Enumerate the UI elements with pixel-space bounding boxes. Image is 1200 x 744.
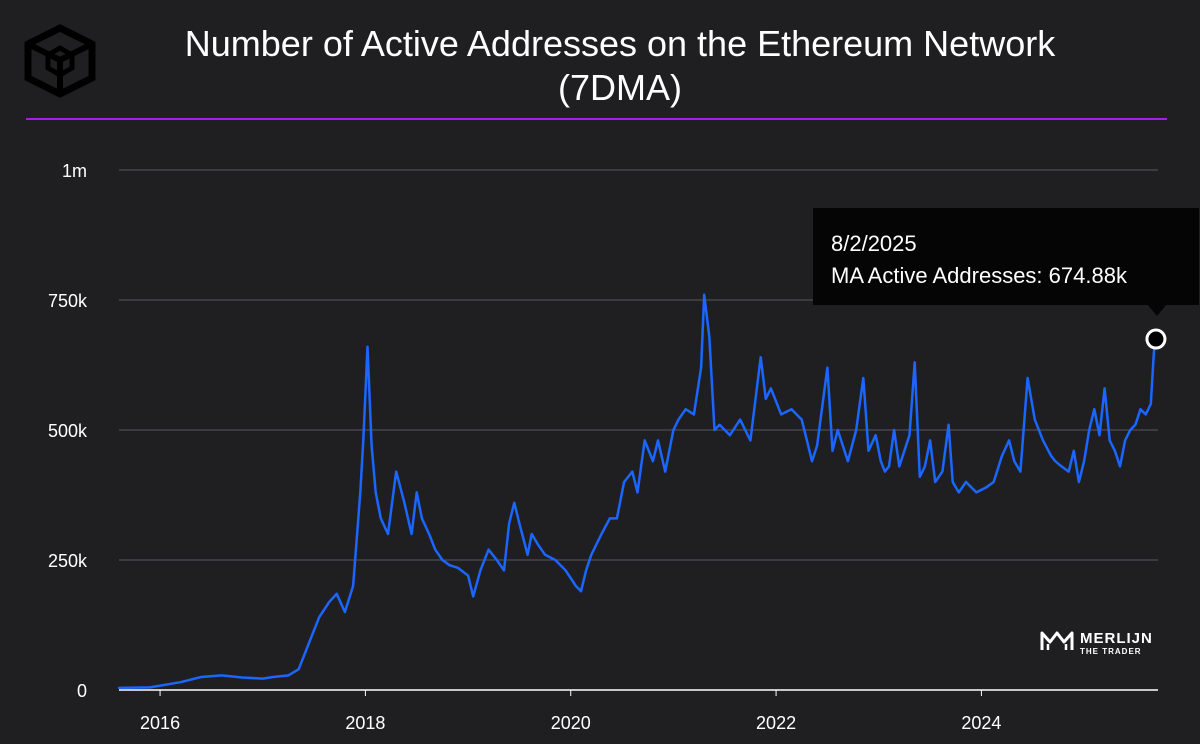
watermark: MERLIJN THE TRADER bbox=[1040, 626, 1165, 660]
y-tick-label: 250k bbox=[48, 551, 88, 571]
cube-logo-icon bbox=[22, 22, 98, 98]
chart-title: Number of Active Addresses on the Ethere… bbox=[110, 22, 1130, 110]
title-accent-rule bbox=[26, 118, 1167, 120]
x-tick-label: 2024 bbox=[961, 713, 1001, 733]
merlijn-logo-icon bbox=[1040, 630, 1074, 657]
tooltip-value: MA Active Addresses: 674.88k bbox=[831, 263, 1127, 288]
y-tick-label: 1m bbox=[62, 161, 87, 181]
y-tick-label: 0 bbox=[77, 681, 87, 701]
data-tooltip: 8/2/2025 MA Active Addresses: 674.88k bbox=[813, 208, 1199, 305]
y-tick-label: 500k bbox=[48, 421, 88, 441]
x-tick-label: 2016 bbox=[140, 713, 180, 733]
chart-title-line-1: Number of Active Addresses on the Ethere… bbox=[184, 23, 1056, 64]
series-line bbox=[117, 293, 1158, 690]
tooltip-date: 8/2/2025 bbox=[831, 231, 917, 256]
y-tick-label: 750k bbox=[48, 291, 88, 311]
watermark-subtitle: THE TRADER bbox=[1080, 646, 1142, 656]
x-tick-label: 2018 bbox=[345, 713, 385, 733]
highlight-point bbox=[1145, 328, 1167, 350]
watermark-name: MERLIJN bbox=[1080, 629, 1153, 647]
x-tick-label: 2022 bbox=[756, 713, 796, 733]
chart-title-line-2: (7DMA) bbox=[558, 67, 682, 108]
x-tick-label: 2020 bbox=[551, 713, 591, 733]
tooltip-pointer bbox=[1147, 304, 1167, 316]
